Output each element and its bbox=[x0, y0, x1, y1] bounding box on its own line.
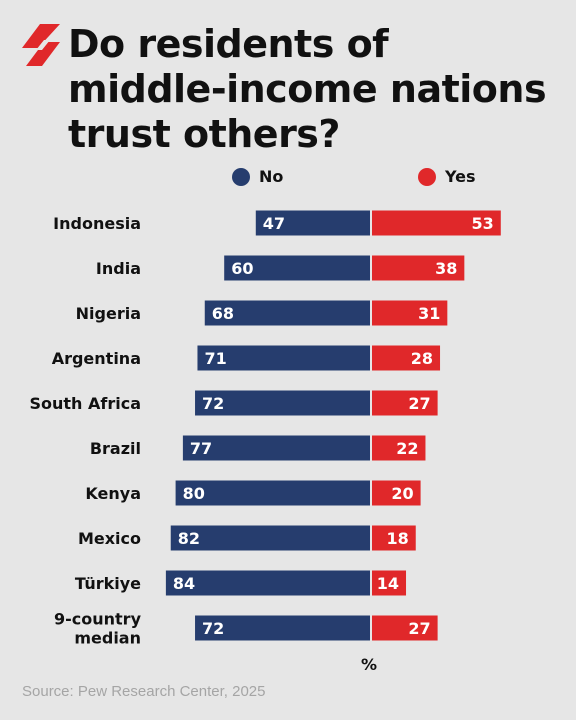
legend-label-yes: Yes bbox=[445, 167, 476, 186]
category-label-t-rkiye: Türkiye bbox=[75, 574, 141, 593]
bar-yes-nigeria bbox=[372, 300, 448, 326]
value-label-yes-nigeria: 31 bbox=[418, 304, 440, 323]
bar-no-t-rkiye bbox=[165, 570, 370, 596]
value-label-yes-brazil: 22 bbox=[396, 439, 418, 458]
category-label-argentina: Argentina bbox=[52, 349, 141, 368]
value-label-yes-t-rkiye: 14 bbox=[377, 574, 399, 593]
bar-no-south-africa bbox=[195, 390, 370, 416]
bar-no-kenya bbox=[175, 480, 370, 506]
category-label-brazil: Brazil bbox=[90, 439, 141, 458]
title-line: trust others? bbox=[68, 112, 340, 156]
bar-yes-india bbox=[372, 255, 465, 281]
bar-yes-t-rkiye bbox=[372, 570, 407, 596]
bar-no-mexico bbox=[170, 525, 370, 551]
legend-item-no: No bbox=[232, 168, 283, 186]
category-label-mexico: Mexico bbox=[78, 529, 141, 548]
bar-yes-indonesia bbox=[372, 210, 501, 236]
title-line: Do residents of bbox=[68, 22, 389, 66]
bar-yes-south-africa bbox=[372, 390, 438, 416]
bar-no-9-country-median bbox=[195, 615, 370, 641]
category-label-nigeria: Nigeria bbox=[76, 304, 141, 323]
value-label-no-nigeria: 68 bbox=[212, 304, 234, 323]
value-label-no-india: 60 bbox=[231, 259, 253, 278]
value-label-no-mexico: 82 bbox=[178, 529, 200, 548]
value-label-yes-india: 38 bbox=[435, 259, 457, 278]
bar-no-indonesia bbox=[255, 210, 370, 236]
page-title: Do residents of middle-income nations tr… bbox=[68, 22, 568, 157]
value-label-no-argentina: 71 bbox=[204, 349, 226, 368]
bar-yes-kenya bbox=[372, 480, 421, 506]
value-label-yes-indonesia: 53 bbox=[472, 214, 494, 233]
legend-item-yes: Yes bbox=[418, 168, 476, 186]
source-note: Source: Pew Research Center, 2025 bbox=[22, 683, 266, 700]
value-label-yes-kenya: 20 bbox=[391, 484, 413, 503]
category-label-indonesia: Indonesia bbox=[53, 214, 141, 233]
bar-yes-argentina bbox=[372, 345, 441, 371]
legend-swatch-yes bbox=[418, 168, 436, 186]
bar-yes-mexico bbox=[372, 525, 416, 551]
unit-label: % bbox=[361, 655, 378, 674]
value-label-no-t-rkiye: 84 bbox=[173, 574, 195, 593]
legend-label-no: No bbox=[259, 167, 284, 186]
legend-swatch-no bbox=[232, 168, 250, 186]
value-label-no-indonesia: 47 bbox=[263, 214, 285, 233]
value-label-yes-mexico: 18 bbox=[386, 529, 408, 548]
bar-no-argentina bbox=[197, 345, 370, 371]
sbs-logo-icon bbox=[22, 24, 60, 66]
value-label-no-brazil: 77 bbox=[190, 439, 212, 458]
value-label-no-9-country-median: 72 bbox=[202, 619, 224, 638]
bar-no-india bbox=[224, 255, 370, 281]
bar-yes-brazil bbox=[372, 435, 426, 461]
bar-yes-9-country-median bbox=[372, 615, 438, 641]
title-line: middle-income nations bbox=[68, 67, 547, 111]
value-label-no-kenya: 80 bbox=[183, 484, 205, 503]
value-label-no-south-africa: 72 bbox=[202, 394, 224, 413]
value-label-yes-9-country-median: 27 bbox=[408, 619, 430, 638]
category-label-9-country-median: 9-country median bbox=[54, 610, 142, 648]
category-label-india: India bbox=[96, 259, 141, 278]
category-label-south-africa: South Africa bbox=[29, 394, 141, 413]
category-label-kenya: Kenya bbox=[85, 484, 141, 503]
bar-no-nigeria bbox=[204, 300, 370, 326]
value-label-yes-south-africa: 27 bbox=[408, 394, 430, 413]
bar-no-brazil bbox=[182, 435, 370, 461]
value-label-yes-argentina: 28 bbox=[411, 349, 433, 368]
